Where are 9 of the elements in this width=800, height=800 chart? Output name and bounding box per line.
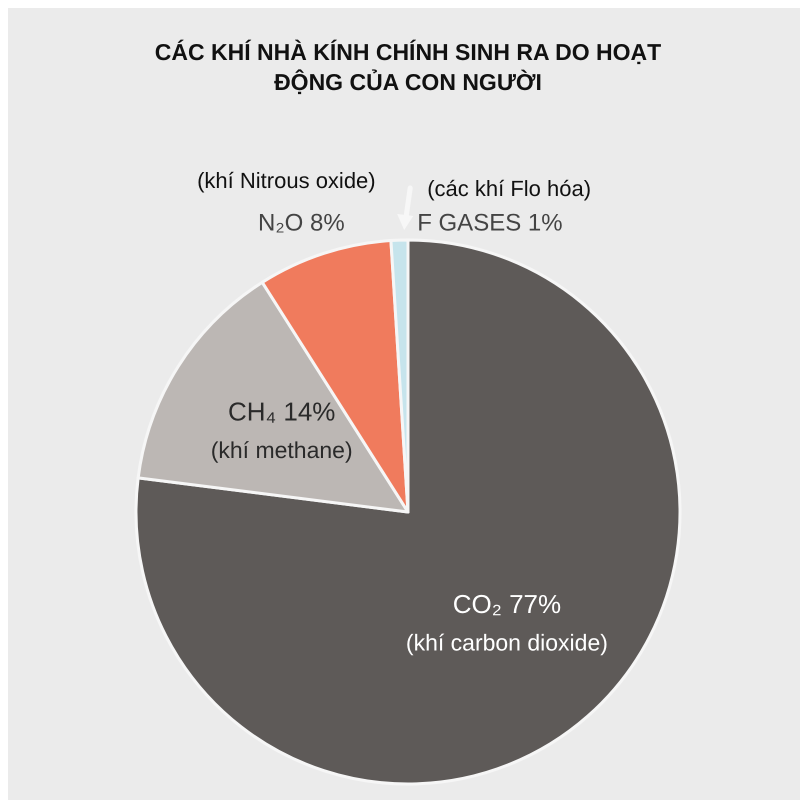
text: (khí carbon dioxide) — [406, 629, 608, 656]
text: (khí Nitrous oxide) — [197, 168, 376, 193]
chart-title: CÁC KHÍ NHÀ KÍNH CHÍNH SINH RA DO HOẠT ĐỘNG CỦA CON NGƯỜI — [154, 39, 662, 96]
slice-label: CO₂ 77% — [452, 589, 562, 620]
text: (các khí Flo hóa) — [427, 176, 592, 201]
text: (khí methane) — [210, 436, 353, 463]
slice-label: N₂O 8% — [258, 209, 345, 236]
slice-label: CH₄ 14% — [228, 396, 336, 427]
slice-label: F GASES 1% — [417, 209, 563, 236]
